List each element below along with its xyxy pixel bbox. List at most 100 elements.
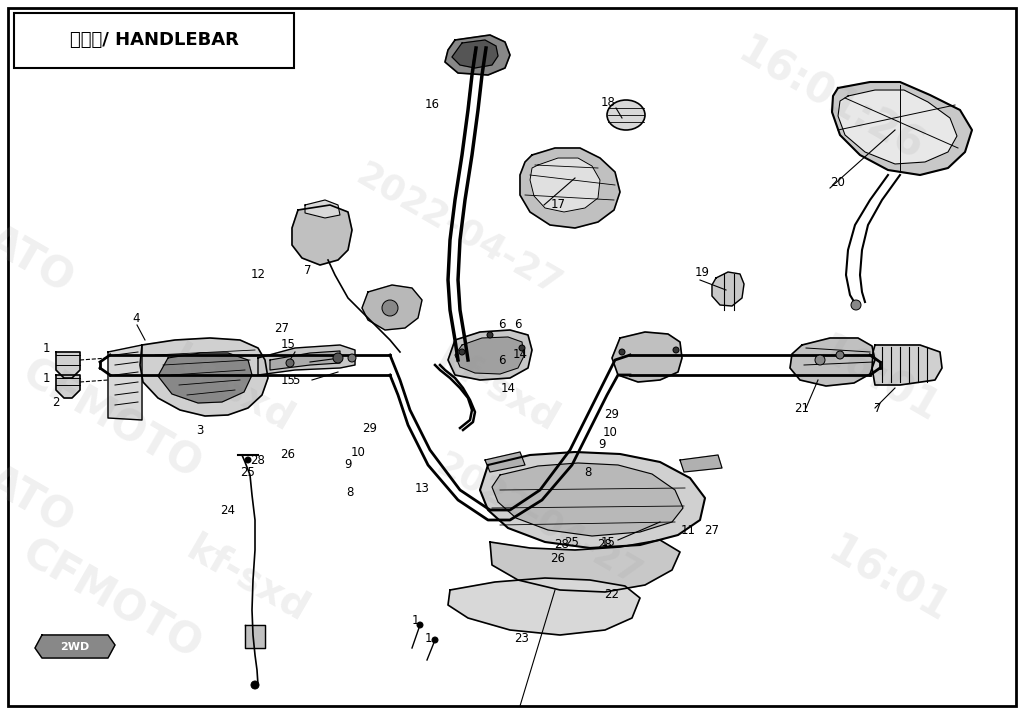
Polygon shape: [712, 272, 744, 306]
Text: 1: 1: [42, 341, 50, 354]
Text: 1: 1: [42, 371, 50, 385]
Text: 10: 10: [350, 446, 366, 458]
Ellipse shape: [607, 100, 645, 130]
Text: 6: 6: [499, 318, 506, 331]
Text: 15: 15: [281, 373, 296, 386]
Text: 14: 14: [512, 348, 527, 361]
Text: 21: 21: [795, 401, 810, 415]
Text: 6: 6: [499, 353, 506, 366]
Circle shape: [348, 354, 356, 362]
Polygon shape: [158, 353, 252, 403]
Text: 2022-04-27: 2022-04-27: [430, 448, 647, 593]
Text: 26: 26: [551, 551, 565, 565]
Text: 16: 16: [425, 99, 439, 111]
Circle shape: [382, 300, 398, 316]
Circle shape: [519, 345, 525, 351]
Text: CFMOTO: CFMOTO: [15, 532, 209, 668]
Polygon shape: [520, 148, 620, 228]
Text: 15: 15: [281, 338, 296, 351]
Text: 16:01:26: 16:01:26: [730, 30, 931, 170]
Text: 2: 2: [52, 396, 59, 410]
Circle shape: [836, 351, 844, 359]
Polygon shape: [258, 345, 355, 375]
Polygon shape: [245, 625, 265, 648]
Text: 27: 27: [274, 321, 290, 334]
Circle shape: [459, 349, 465, 355]
Text: 28: 28: [251, 453, 265, 466]
Polygon shape: [35, 635, 115, 658]
Text: 6: 6: [514, 318, 522, 331]
Text: 4: 4: [132, 311, 139, 324]
Text: 16:01: 16:01: [810, 328, 946, 431]
Text: 10: 10: [602, 426, 617, 438]
Polygon shape: [872, 345, 942, 385]
Text: 23: 23: [515, 631, 529, 645]
Text: 2WD: 2WD: [60, 642, 90, 652]
Polygon shape: [530, 158, 600, 212]
Text: 8: 8: [585, 466, 592, 478]
Polygon shape: [485, 452, 525, 472]
Polygon shape: [305, 200, 340, 218]
Text: 12: 12: [251, 268, 265, 281]
Circle shape: [333, 353, 343, 363]
Text: 25: 25: [241, 466, 255, 478]
Circle shape: [432, 637, 438, 643]
Polygon shape: [492, 463, 683, 536]
Text: 28: 28: [598, 538, 612, 551]
Circle shape: [815, 355, 825, 365]
Text: 28: 28: [555, 538, 569, 551]
Circle shape: [673, 347, 679, 353]
Circle shape: [487, 332, 493, 338]
Bar: [14, 13, 294, 68]
Polygon shape: [612, 332, 682, 382]
Text: 8: 8: [346, 486, 353, 498]
Polygon shape: [480, 452, 705, 548]
Text: 25: 25: [564, 536, 580, 548]
Text: 29: 29: [604, 408, 620, 421]
Circle shape: [251, 681, 259, 689]
Polygon shape: [292, 205, 352, 265]
Polygon shape: [445, 35, 510, 75]
Polygon shape: [362, 285, 422, 330]
Text: 15: 15: [600, 536, 615, 548]
Text: 16:01: 16:01: [820, 528, 955, 631]
Polygon shape: [831, 82, 972, 175]
Text: 18: 18: [600, 96, 615, 109]
Text: 2022-04-27: 2022-04-27: [350, 158, 567, 303]
Circle shape: [417, 622, 423, 628]
Text: 27: 27: [705, 523, 720, 536]
Polygon shape: [680, 455, 722, 472]
Text: 5: 5: [292, 373, 300, 386]
Text: 17: 17: [551, 198, 565, 211]
Polygon shape: [452, 40, 498, 68]
Text: kf-sxd: kf-sxd: [180, 530, 315, 630]
Text: 19: 19: [694, 266, 710, 278]
Text: 20: 20: [830, 176, 846, 188]
Text: 1: 1: [424, 631, 432, 645]
Polygon shape: [790, 338, 874, 386]
Text: 26: 26: [281, 448, 296, 461]
Circle shape: [618, 349, 625, 355]
Text: 22: 22: [604, 588, 620, 601]
Text: 13: 13: [415, 481, 429, 495]
Polygon shape: [56, 352, 80, 378]
Polygon shape: [449, 578, 640, 635]
Text: 1: 1: [412, 613, 419, 626]
Circle shape: [286, 359, 294, 367]
Circle shape: [851, 300, 861, 310]
Circle shape: [245, 457, 251, 463]
Text: 11: 11: [681, 523, 695, 536]
Text: ATO: ATO: [0, 218, 82, 301]
Text: 7: 7: [304, 263, 311, 276]
Polygon shape: [108, 345, 142, 420]
Text: CFMOTO: CFMOTO: [15, 352, 209, 488]
Polygon shape: [270, 351, 340, 370]
Polygon shape: [838, 90, 957, 164]
Text: 7: 7: [874, 401, 882, 415]
Text: 29: 29: [362, 421, 378, 435]
Text: 9: 9: [344, 458, 352, 471]
Text: 14: 14: [501, 381, 515, 395]
Polygon shape: [56, 375, 80, 398]
Text: 9: 9: [598, 438, 606, 451]
Polygon shape: [455, 337, 524, 374]
